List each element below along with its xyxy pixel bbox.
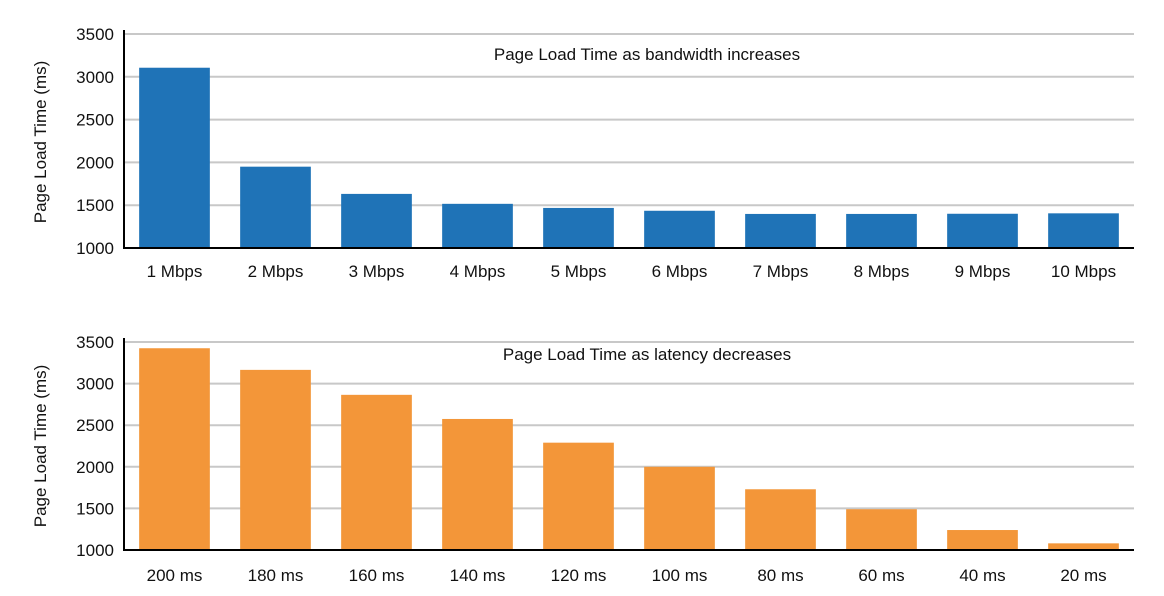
- bandwidth-bar: [442, 203, 513, 248]
- latency-chart: 1000 1500 2000 2500 3000 3500 200 ms 180 ms 160 …: [31, 333, 1134, 585]
- latency-bar: [846, 509, 917, 550]
- bandwidth-bar: [947, 213, 1018, 248]
- latency-bar: [947, 530, 1018, 550]
- bandwidth-y-axis-label: Page Load Time (ms): [31, 61, 50, 224]
- latency-bar: [1048, 543, 1119, 550]
- bandwidth-x-category-label: 5 Mbps: [551, 262, 607, 281]
- bandwidth-y-tick-label: 3500: [76, 25, 114, 44]
- latency-bar: [644, 466, 715, 550]
- bandwidth-bar: [1048, 213, 1119, 248]
- latency-bar: [139, 348, 210, 550]
- latency-x-category-label: 120 ms: [551, 566, 607, 585]
- latency-y-tick-label: 1500: [76, 499, 114, 518]
- latency-y-tick-label: 3000: [76, 375, 114, 394]
- bandwidth-x-category-label: 7 Mbps: [753, 262, 809, 281]
- latency-bar: [341, 394, 412, 550]
- bandwidth-x-category-label: 9 Mbps: [955, 262, 1011, 281]
- bandwidth-x-category-label: 3 Mbps: [349, 262, 405, 281]
- bandwidth-y-tick-label: 2000: [76, 153, 114, 172]
- bandwidth-x-category-label: 4 Mbps: [450, 262, 506, 281]
- latency-x-category-label: 200 ms: [147, 566, 203, 585]
- bandwidth-x-category-label: 6 Mbps: [652, 262, 708, 281]
- bandwidth-x-category-label: 1 Mbps: [147, 262, 203, 281]
- latency-y-tick-label: 2500: [76, 416, 114, 435]
- latency-x-category-label: 100 ms: [652, 566, 708, 585]
- bandwidth-bar: [846, 213, 917, 248]
- bandwidth-x-category-label: 8 Mbps: [854, 262, 910, 281]
- latency-bar: [240, 369, 311, 550]
- latency-x-category-label: 180 ms: [248, 566, 304, 585]
- latency-x-category-label: 40 ms: [959, 566, 1005, 585]
- bandwidth-bar: [543, 207, 614, 248]
- bandwidth-chart-title: Page Load Time as bandwidth increases: [494, 45, 800, 64]
- latency-bar: [543, 442, 614, 550]
- latency-x-category-label: 80 ms: [757, 566, 803, 585]
- latency-x-category-label: 140 ms: [450, 566, 506, 585]
- bandwidth-bar: [240, 166, 311, 248]
- latency-x-category-label: 160 ms: [349, 566, 405, 585]
- bandwidth-y-tick-label: 2500: [76, 111, 114, 130]
- bandwidth-bar: [341, 193, 412, 248]
- latency-x-category-label: 60 ms: [858, 566, 904, 585]
- latency-bar: [745, 489, 816, 550]
- bandwidth-y-tick-label: 3000: [76, 68, 114, 87]
- latency-bar: [442, 418, 513, 550]
- latency-y-axis-label: Page Load Time (ms): [31, 365, 50, 528]
- latency-y-tick-label: 3500: [76, 333, 114, 352]
- bandwidth-y-tick-label: 1500: [76, 196, 114, 215]
- latency-x-category-label: 20 ms: [1060, 566, 1106, 585]
- latency-chart-title: Page Load Time as latency decreases: [503, 345, 791, 364]
- bandwidth-bar: [139, 67, 210, 248]
- bandwidth-bar: [745, 213, 816, 248]
- bandwidth-x-category-label: 2 Mbps: [248, 262, 304, 281]
- bandwidth-chart: 1000 1500 2000 2500 3000 3500 1 Mbps 2 Mbps 3 Mb…: [31, 25, 1134, 281]
- bandwidth-x-category-label: 10 Mbps: [1051, 262, 1116, 281]
- bandwidth-bar: [644, 210, 715, 248]
- latency-y-tick-label: 1000: [76, 541, 114, 560]
- bandwidth-y-tick-label: 1000: [76, 239, 114, 258]
- latency-y-tick-label: 2000: [76, 458, 114, 477]
